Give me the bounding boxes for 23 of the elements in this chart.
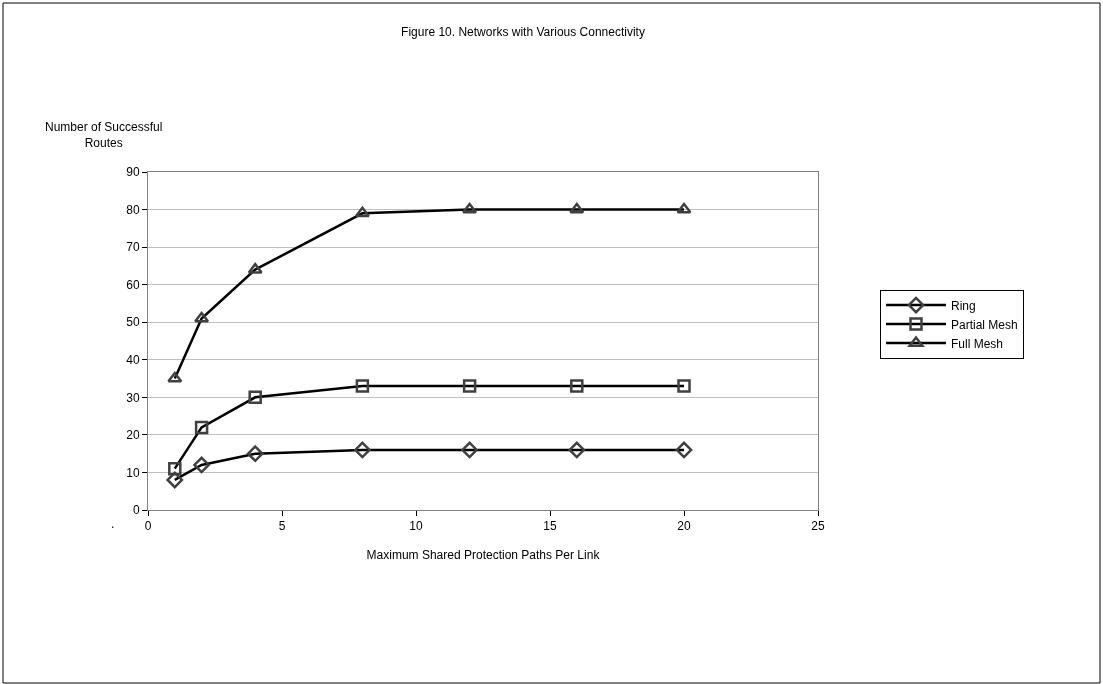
x-tick-label: 15 xyxy=(543,519,557,534)
y-tick-label: 40 xyxy=(126,352,140,367)
legend-label: Ring xyxy=(951,298,976,313)
legend-label: Partial Mesh xyxy=(951,317,1018,332)
y-tick-label: 90 xyxy=(126,165,140,180)
y-axis-title: Number of Successful Routes xyxy=(45,120,163,150)
x-tick-label: 20 xyxy=(677,519,691,534)
y-tick-label: 60 xyxy=(126,277,140,292)
text: . xyxy=(111,517,115,531)
y-tick-label: 80 xyxy=(126,202,140,217)
y-tick-label: 20 xyxy=(126,428,140,443)
x-tick-label: 10 xyxy=(409,519,423,534)
chart-title: Figure 10. Networks with Various Connectivity xyxy=(401,25,645,40)
y-tick-label: 50 xyxy=(126,315,140,330)
y-tick-label: 30 xyxy=(126,390,140,405)
x-tick-label: 25 xyxy=(811,519,825,534)
y-tick-label: 0 xyxy=(132,503,140,518)
y-tick-label: 70 xyxy=(126,240,140,255)
x-axis-title: Maximum Shared Protection Paths Per Link xyxy=(366,548,601,563)
x-tick-label: 5 xyxy=(278,519,286,534)
legend-label: Full Mesh xyxy=(951,336,1004,351)
y-tick-label: 10 xyxy=(126,465,140,480)
x-tick-label: 0 xyxy=(144,519,152,534)
